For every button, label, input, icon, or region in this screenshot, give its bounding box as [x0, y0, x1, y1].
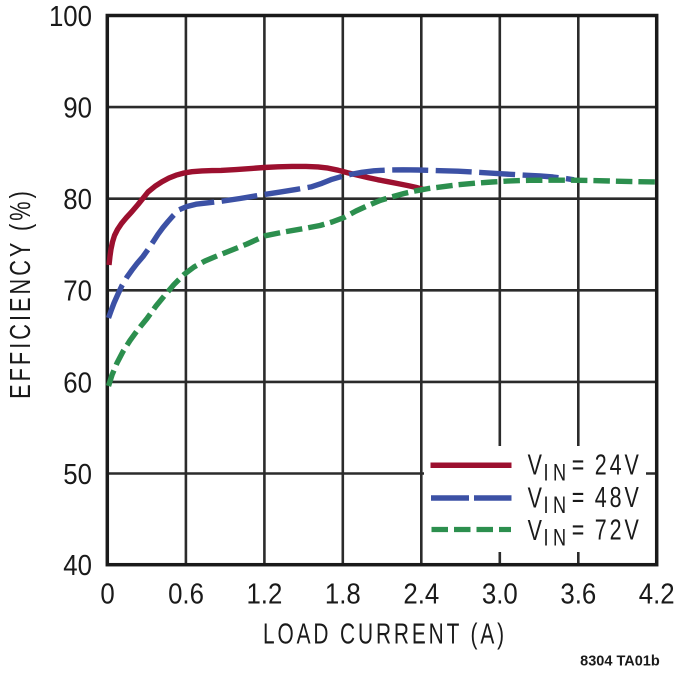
svg-text:V: V [528, 450, 545, 482]
svg-text:0: 0 [100, 577, 114, 610]
svg-text:IN: IN [544, 490, 571, 518]
svg-text:=: = [572, 449, 587, 481]
svg-text:60: 60 [63, 366, 92, 399]
svg-text:3.0: 3.0 [482, 577, 518, 610]
svg-text:50: 50 [63, 457, 92, 490]
svg-text:8304 TA01b: 8304 TA01b [580, 654, 660, 670]
svg-text:=: = [572, 514, 587, 546]
svg-text:2.4: 2.4 [403, 577, 439, 610]
svg-text:1.2: 1.2 [246, 577, 282, 610]
svg-text:IN: IN [544, 458, 571, 486]
svg-text:80: 80 [63, 183, 92, 216]
svg-text:40: 40 [63, 548, 92, 581]
svg-text:100: 100 [49, 0, 92, 32]
svg-text:48V: 48V [595, 482, 642, 514]
svg-text:24V: 24V [595, 449, 642, 481]
svg-text:4.2: 4.2 [639, 577, 675, 610]
svg-text:90: 90 [63, 91, 92, 124]
svg-text:0.6: 0.6 [168, 577, 204, 610]
svg-text:EFFICIENCY (%): EFFICIENCY (%) [5, 188, 37, 399]
svg-text:72V: 72V [595, 514, 642, 546]
svg-text:IN: IN [544, 523, 571, 551]
svg-text:V: V [528, 515, 545, 547]
svg-text:LOAD CURRENT (A): LOAD CURRENT (A) [263, 618, 507, 650]
svg-text:=: = [572, 482, 587, 514]
svg-text:1.8: 1.8 [325, 577, 361, 610]
svg-text:V: V [528, 482, 545, 514]
svg-text:3.6: 3.6 [560, 577, 596, 610]
svg-text:70: 70 [63, 274, 92, 307]
